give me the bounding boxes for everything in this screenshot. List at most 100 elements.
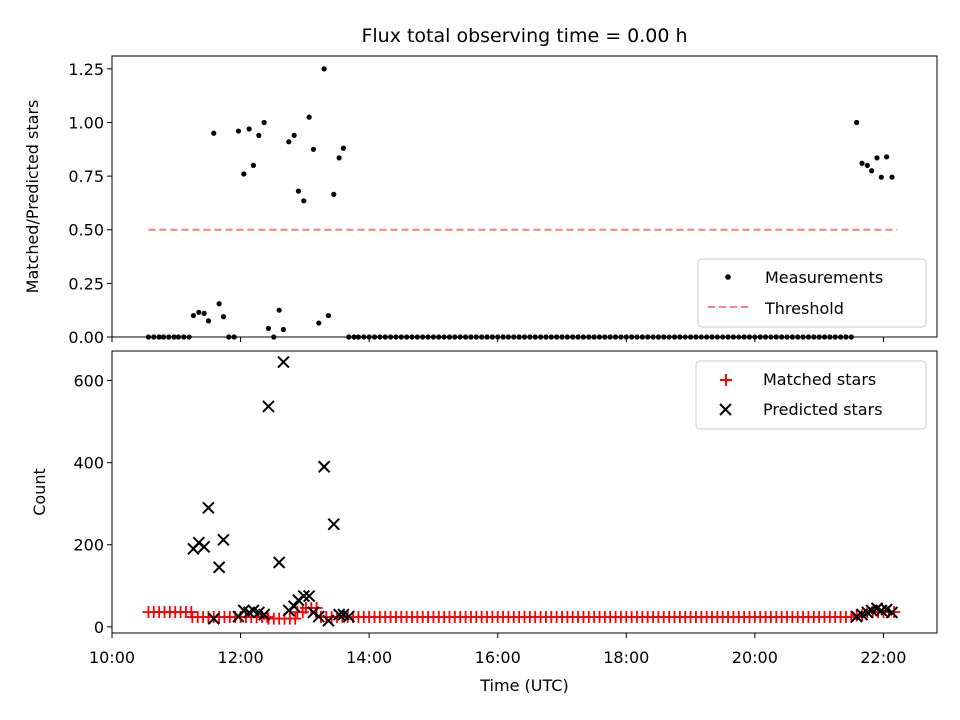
bottom-x-tick-label: 10:00 [89,648,135,667]
bottom-x-tick-label: 16:00 [475,648,521,667]
top-x-ticks [111,337,884,342]
predicted-point [212,561,226,574]
measurement-point [211,130,217,136]
measurement-point [286,139,292,145]
measurement-point [201,310,207,317]
bottom-panel: 0 200 400 600 10:00 12:00 14:00 16:00 18:00 20:0… [30,350,938,695]
bottom-marks [142,355,901,627]
measurement-point [321,66,327,72]
bottom-x-tick-label: 12:00 [218,648,264,667]
measurement-point [241,171,247,177]
bottom-legend-box [695,360,927,430]
measurement-point [878,174,884,180]
measurement-point [889,174,895,180]
bottom-x-ticks: 10:00 12:00 14:00 16:00 18:00 20:00 22:00 [89,633,906,667]
predicted-point [297,589,310,603]
bottom-x-tick-label: 14:00 [346,648,392,667]
bottom-y-tick-label: 400 [73,454,104,473]
measurement-point [261,119,267,126]
measurement-point [250,162,257,168]
predicted-point [272,556,286,569]
measurement-point [256,132,262,138]
measurement-point [196,309,202,315]
measurement-point [874,155,880,161]
bottom-y-axis-label: Count [30,468,49,516]
measurement-point [276,307,282,313]
measurement-point [325,312,332,319]
legend-predicted-label: Predicted stars [763,400,883,419]
measurement-point [331,191,337,197]
measurement-point [336,155,342,161]
top-y-tick-label: 0.75 [68,167,104,186]
bottom-x-tick-label: 22:00 [860,648,906,667]
top-legend-box [697,258,927,328]
predicted-point [257,608,271,621]
top-panel: 0.00 0.25 0.50 0.75 1.00 1.25 Matched/Predict… [23,55,938,347]
bottom-x-tick-label: 20:00 [732,648,778,667]
predicted-point [262,400,275,413]
top-y-tick-label: 0.50 [68,221,104,240]
top-y-ticks: 0.00 0.25 0.50 0.75 1.00 1.25 [68,60,112,347]
predicted-point [317,460,331,473]
bottom-y-ticks: 0 200 400 600 [73,372,112,637]
measurement-point [246,126,252,132]
predicted-point [287,600,301,613]
bottom-legend: Matched stars Predicted stars [695,360,927,430]
predicted-point [202,501,215,515]
measurement-point [310,146,317,152]
legend-matched-marker [720,374,732,386]
predicted-point [207,612,220,625]
measurement-point [316,320,322,326]
bottom-y-tick-label: 0 [94,618,104,637]
matched-point [289,612,302,625]
legend-measurements-marker [725,274,731,280]
top-axes-frame [111,55,938,338]
measurement-point [884,154,890,160]
measurement-point [859,160,865,166]
bottom-y-tick-label: 600 [73,372,104,391]
predicted-point [277,355,290,369]
legend-predicted-marker [719,403,732,416]
x-axis-label: Time (UTC) [479,676,568,695]
measurement-point [190,312,197,319]
predicted-point [217,533,230,547]
bottom-y-tick-label: 200 [73,536,104,555]
top-legend: Measurements Threshold [697,258,927,328]
legend-measurements-label: Measurements [765,268,883,287]
measurement-point [295,188,302,194]
bottom-axes-frame [111,350,938,634]
predicted-point [302,589,316,603]
top-y-tick-label: 0.00 [68,328,104,347]
measurement-point [265,325,272,332]
measurement-point [235,128,242,134]
predicted-point [327,518,340,531]
predicted-point [197,540,211,554]
measurement-point [306,114,312,120]
top-y-tick-label: 0.25 [68,274,104,293]
measurement-point [216,301,222,307]
chart-title: Flux total observing time = 0.00 h [361,25,687,47]
measurement-point [854,119,860,126]
measurement-point [205,318,212,324]
measurement-point [864,162,870,168]
predicted-point [322,614,335,627]
legend-matched-label: Matched stars [763,370,876,389]
predicted-point [885,606,899,619]
predicted-point [312,610,325,623]
measurement-point [301,198,307,204]
measurement-point [220,314,227,320]
top-y-tick-label: 1.00 [68,113,104,132]
legend-threshold-label: Threshold [764,299,844,318]
measurement-point [869,168,875,174]
top-y-tick-label: 1.25 [68,60,104,79]
measurement-point [291,132,297,138]
bottom-x-tick-label: 18:00 [603,648,649,667]
measurement-point [280,326,287,333]
measurement-point [340,145,347,151]
predicted-point [342,610,355,623]
matched-point [185,606,198,619]
predicted-point [332,608,346,621]
top-y-axis-label: Matched/Predicted stars [23,100,42,294]
